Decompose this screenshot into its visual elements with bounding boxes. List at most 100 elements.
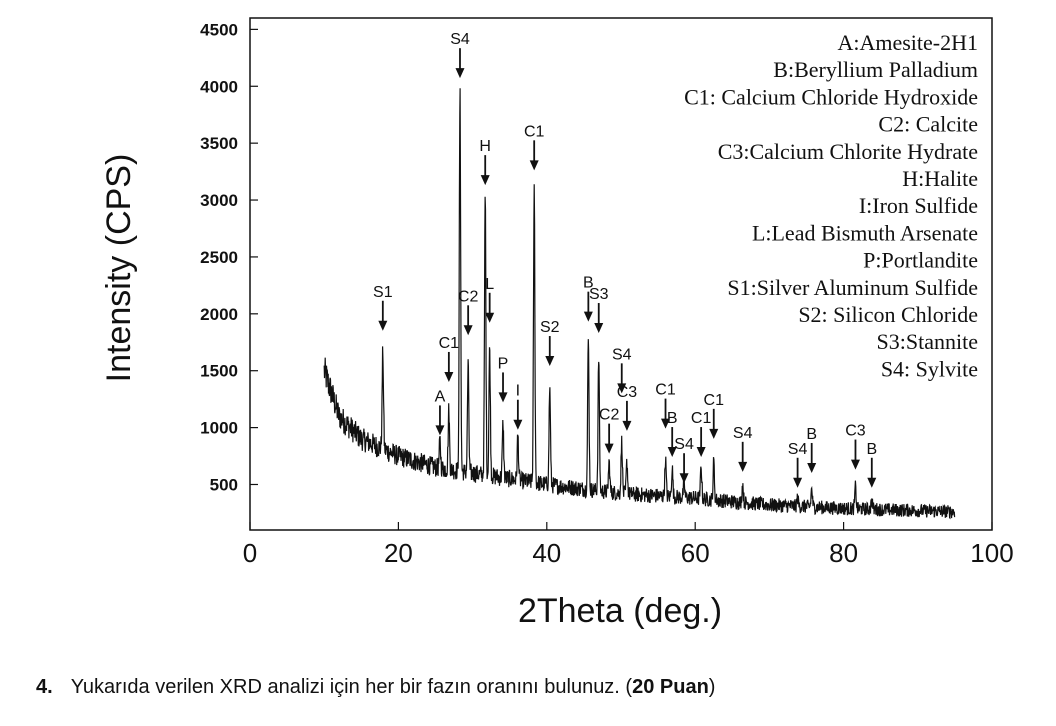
- legend-entry: S3:Stannite: [877, 329, 978, 354]
- peak-label: B: [583, 275, 594, 292]
- legend-entry: C1: Calcium Chloride Hydroxide: [684, 84, 978, 109]
- peak-annotation: B: [866, 441, 877, 488]
- peak-annotation: B: [583, 275, 594, 322]
- legend-entry: B:Beryllium Palladium: [773, 57, 978, 82]
- peak-arrow-head: [696, 447, 706, 458]
- peak-arrow-head: [529, 160, 539, 171]
- peak-annotation: S1: [373, 284, 393, 331]
- legend-entry: P:Portlandite: [863, 248, 978, 273]
- legend-entry: S4: Sylvite: [881, 356, 978, 381]
- peak-arrow-head: [498, 392, 508, 403]
- peak-label: C2: [599, 407, 620, 424]
- peak-label: C3: [617, 384, 638, 401]
- peak-annotation: C3: [617, 384, 638, 431]
- peak-annotation: H: [479, 138, 491, 186]
- peak-arrow-head: [793, 477, 803, 488]
- peak-annotation: B: [667, 410, 678, 458]
- peak-label: B: [667, 410, 678, 427]
- peak-label: C1: [691, 410, 712, 427]
- legend-entry: I:Iron Sulfide: [859, 193, 978, 218]
- peak-annotation: S4: [788, 441, 808, 488]
- legend-entry: S1:Silver Aluminum Sulfide: [727, 275, 978, 300]
- peak-annotation: S4: [450, 31, 470, 79]
- peak-label: I: [516, 383, 520, 400]
- x-tick-label: 60: [681, 538, 710, 568]
- y-tick-label: 500: [210, 475, 238, 494]
- peak-arrow-head: [709, 428, 719, 439]
- peak-arrow-head: [604, 443, 614, 454]
- x-tick-label: 80: [829, 538, 858, 568]
- peak-annotation: C2: [599, 407, 620, 454]
- peak-arrow-head: [738, 461, 748, 472]
- peak-label: H: [479, 138, 491, 155]
- peak-arrow-head: [435, 425, 445, 436]
- peak-label: C1: [655, 382, 676, 399]
- peak-arrow-head: [480, 175, 490, 186]
- x-tick-label: 20: [384, 538, 413, 568]
- x-tick-label: 40: [532, 538, 561, 568]
- legend-entry: H:Halite: [902, 166, 978, 191]
- peak-label: L: [485, 276, 494, 293]
- plot-frame: [249, 17, 993, 531]
- x-tick-label: 100: [970, 538, 1013, 568]
- y-axis-ticks: 500 1000 1500 2000 2500 3000 3500 4000 4500: [200, 20, 258, 494]
- y-tick-label: 3000: [200, 191, 238, 210]
- peak-annotation: C2: [458, 288, 479, 336]
- y-tick-label: 3500: [200, 134, 238, 153]
- peak-arrow-head: [463, 325, 473, 336]
- peak-label: S3: [589, 286, 609, 303]
- peak-annotation: S4: [612, 346, 632, 394]
- peak-arrow-head: [455, 68, 465, 79]
- y-tick-label: 1500: [200, 362, 238, 381]
- peak-label: A: [435, 388, 446, 405]
- peak-arrow-head: [513, 419, 523, 430]
- peak-arrow-head: [622, 420, 632, 431]
- peak-annotation: S2: [540, 319, 560, 367]
- peak-arrow-head: [583, 311, 593, 322]
- peak-label: S4: [612, 346, 632, 363]
- peak-annotation: C1: [704, 392, 725, 439]
- peak-label: C1: [524, 123, 545, 140]
- y-tick-label: 2000: [200, 305, 238, 324]
- y-tick-label: 2500: [200, 248, 238, 267]
- question-text: 4. Yukarıda verilen XRD analizi için her …: [36, 676, 715, 699]
- peak-arrow-head: [485, 312, 495, 323]
- peak-label: S2: [540, 319, 560, 336]
- peak-arrow-head: [378, 320, 388, 331]
- legend-entry: C3:Calcium Chlorite Hydrate: [718, 139, 978, 164]
- peak-annotation: S4: [733, 425, 753, 472]
- y-tick-label: 1000: [200, 419, 238, 438]
- peak-label: C1: [704, 392, 725, 409]
- peak-arrow-head: [545, 356, 555, 367]
- peak-annotation: C1: [691, 410, 712, 458]
- x-tick-label: 0: [243, 538, 257, 568]
- peak-annotation: C1: [655, 382, 676, 429]
- peak-label: B: [866, 441, 877, 458]
- question-close: ): [708, 676, 716, 698]
- question-number: 4.: [36, 676, 53, 698]
- peak-arrow-head: [444, 371, 454, 382]
- peak-arrow-head: [617, 383, 627, 394]
- peak-arrow-head: [807, 462, 817, 473]
- peak-label: C1: [439, 335, 460, 352]
- x-axis-ticks: 0 20 40 60 80 100: [243, 522, 1014, 568]
- peak-label: S4: [788, 441, 808, 458]
- peak-annotation: S4: [674, 436, 694, 484]
- peak-arrow-head: [850, 459, 860, 470]
- legend-entry: L:Lead Bismuth Arsenate: [752, 220, 978, 245]
- y-tick-label: 4000: [200, 77, 238, 96]
- peak-label: S4: [674, 436, 694, 453]
- peak-label: B: [806, 426, 817, 443]
- plot-border: [249, 17, 993, 531]
- peak-label: C2: [458, 288, 479, 305]
- y-tick-label: 4500: [200, 20, 238, 39]
- peak-label: C3: [845, 423, 866, 440]
- peak-annotation: A: [435, 388, 446, 436]
- peak-annotation: C1: [524, 123, 545, 171]
- peak-annotation: C3: [845, 423, 866, 470]
- legend-entry: S2: Silicon Chloride: [798, 302, 978, 327]
- peak-annotation: L: [485, 276, 494, 323]
- peak-label: S4: [733, 425, 753, 442]
